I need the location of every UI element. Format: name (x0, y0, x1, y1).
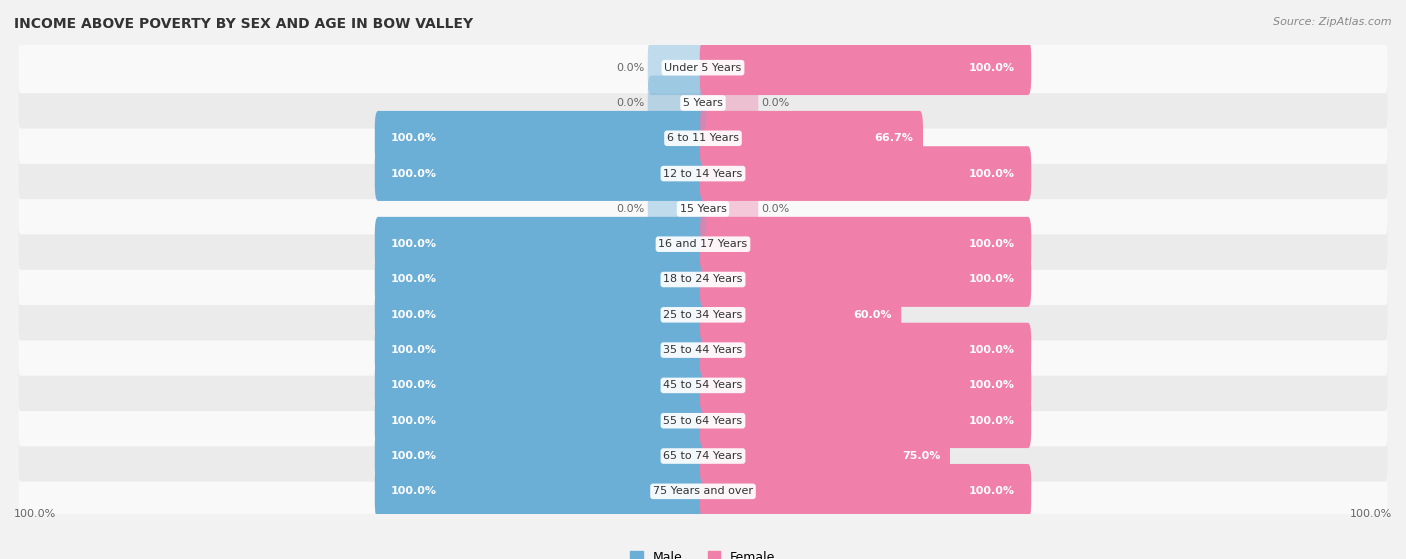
Text: 100.0%: 100.0% (391, 274, 437, 285)
Text: 100.0%: 100.0% (391, 416, 437, 426)
Text: 0.0%: 0.0% (762, 204, 790, 214)
Text: 60.0%: 60.0% (853, 310, 891, 320)
FancyBboxPatch shape (375, 217, 706, 272)
FancyBboxPatch shape (18, 219, 1388, 270)
FancyBboxPatch shape (18, 395, 1388, 446)
Text: 100.0%: 100.0% (969, 239, 1015, 249)
FancyBboxPatch shape (375, 287, 706, 342)
Text: 100.0%: 100.0% (391, 239, 437, 249)
FancyBboxPatch shape (700, 429, 950, 484)
Text: 100.0%: 100.0% (391, 169, 437, 178)
Text: Under 5 Years: Under 5 Years (665, 63, 741, 73)
FancyBboxPatch shape (18, 360, 1388, 411)
Text: 25 to 34 Years: 25 to 34 Years (664, 310, 742, 320)
Text: 18 to 24 Years: 18 to 24 Years (664, 274, 742, 285)
Text: 100.0%: 100.0% (969, 416, 1015, 426)
Text: Source: ZipAtlas.com: Source: ZipAtlas.com (1274, 17, 1392, 27)
Text: 35 to 44 Years: 35 to 44 Years (664, 345, 742, 355)
FancyBboxPatch shape (700, 287, 901, 342)
Text: 100.0%: 100.0% (969, 274, 1015, 285)
FancyBboxPatch shape (375, 464, 706, 519)
Text: 100.0%: 100.0% (1350, 509, 1392, 519)
FancyBboxPatch shape (18, 77, 1388, 129)
Text: 100.0%: 100.0% (391, 310, 437, 320)
FancyBboxPatch shape (375, 252, 706, 307)
FancyBboxPatch shape (18, 254, 1388, 305)
Text: 66.7%: 66.7% (875, 133, 914, 143)
FancyBboxPatch shape (375, 323, 706, 377)
FancyBboxPatch shape (700, 252, 1031, 307)
Text: 100.0%: 100.0% (969, 345, 1015, 355)
FancyBboxPatch shape (648, 75, 706, 130)
Text: 65 to 74 Years: 65 to 74 Years (664, 451, 742, 461)
FancyBboxPatch shape (18, 113, 1388, 164)
Text: 55 to 64 Years: 55 to 64 Years (664, 416, 742, 426)
Text: 100.0%: 100.0% (14, 509, 56, 519)
FancyBboxPatch shape (700, 111, 922, 165)
FancyBboxPatch shape (700, 394, 1031, 448)
FancyBboxPatch shape (700, 146, 1031, 201)
FancyBboxPatch shape (18, 289, 1388, 340)
Text: 100.0%: 100.0% (391, 133, 437, 143)
Text: 45 to 54 Years: 45 to 54 Years (664, 381, 742, 390)
FancyBboxPatch shape (375, 111, 706, 165)
Legend: Male, Female: Male, Female (626, 546, 780, 559)
FancyBboxPatch shape (18, 466, 1388, 517)
FancyBboxPatch shape (700, 182, 758, 236)
Text: 0.0%: 0.0% (616, 98, 644, 108)
Text: 100.0%: 100.0% (391, 381, 437, 390)
Text: 5 Years: 5 Years (683, 98, 723, 108)
Text: 0.0%: 0.0% (616, 204, 644, 214)
Text: INCOME ABOVE POVERTY BY SEX AND AGE IN BOW VALLEY: INCOME ABOVE POVERTY BY SEX AND AGE IN B… (14, 17, 474, 31)
FancyBboxPatch shape (18, 430, 1388, 482)
Text: 0.0%: 0.0% (616, 63, 644, 73)
FancyBboxPatch shape (18, 325, 1388, 376)
FancyBboxPatch shape (648, 40, 706, 95)
Text: 100.0%: 100.0% (969, 486, 1015, 496)
Text: 100.0%: 100.0% (391, 486, 437, 496)
Text: 75 Years and over: 75 Years and over (652, 486, 754, 496)
Text: 0.0%: 0.0% (762, 98, 790, 108)
FancyBboxPatch shape (700, 358, 1031, 413)
FancyBboxPatch shape (700, 464, 1031, 519)
Text: 16 and 17 Years: 16 and 17 Years (658, 239, 748, 249)
Text: 75.0%: 75.0% (901, 451, 941, 461)
FancyBboxPatch shape (375, 358, 706, 413)
Text: 100.0%: 100.0% (391, 345, 437, 355)
Text: 100.0%: 100.0% (969, 169, 1015, 178)
FancyBboxPatch shape (700, 217, 1031, 272)
Text: 100.0%: 100.0% (391, 451, 437, 461)
FancyBboxPatch shape (700, 75, 758, 130)
FancyBboxPatch shape (375, 429, 706, 484)
FancyBboxPatch shape (18, 183, 1388, 234)
FancyBboxPatch shape (375, 394, 706, 448)
Text: 12 to 14 Years: 12 to 14 Years (664, 169, 742, 178)
Text: 15 Years: 15 Years (679, 204, 727, 214)
FancyBboxPatch shape (18, 148, 1388, 199)
Text: 100.0%: 100.0% (969, 63, 1015, 73)
FancyBboxPatch shape (648, 182, 706, 236)
Text: 100.0%: 100.0% (969, 381, 1015, 390)
FancyBboxPatch shape (375, 146, 706, 201)
FancyBboxPatch shape (700, 323, 1031, 377)
FancyBboxPatch shape (18, 42, 1388, 93)
Text: 6 to 11 Years: 6 to 11 Years (666, 133, 740, 143)
FancyBboxPatch shape (700, 40, 1031, 95)
